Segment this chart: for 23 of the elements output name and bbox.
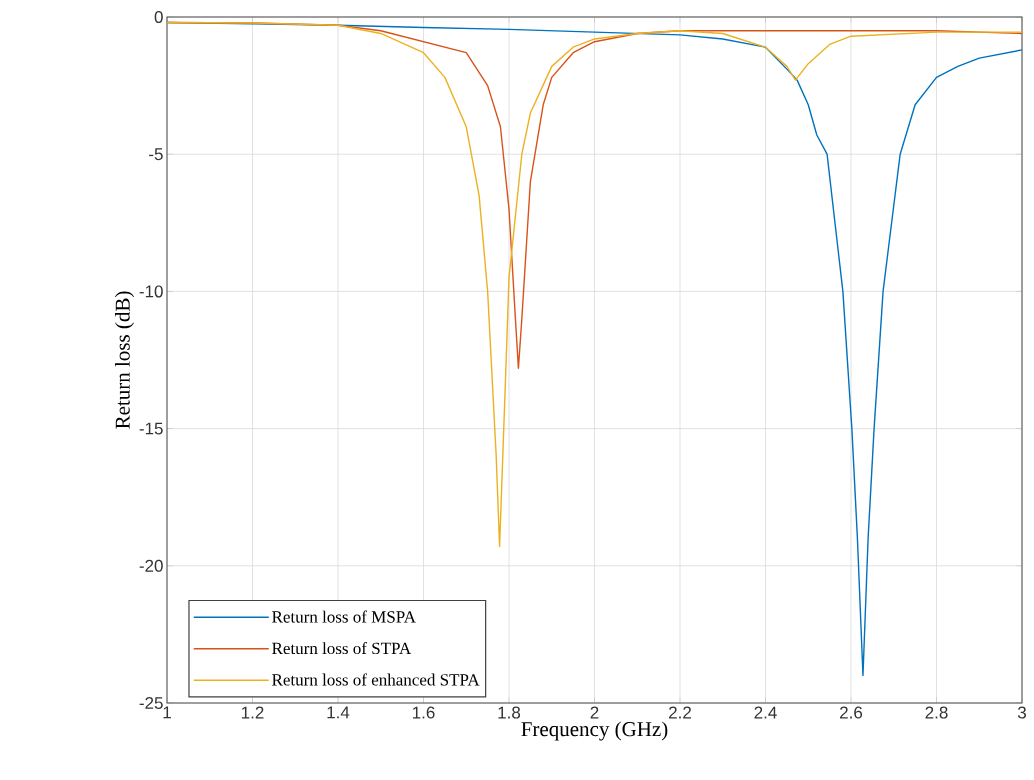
y-tick-label: 0 <box>154 10 163 24</box>
x-axis-title: Frequency (GHz) <box>521 721 668 741</box>
y-tick-label: -10 <box>139 285 163 298</box>
x-tick-label: 1.4 <box>327 706 350 719</box>
y-axis-title: Return loss (dB) <box>114 291 135 429</box>
x-tick-label: 1.6 <box>412 706 435 719</box>
legend-label: Return loss of MSPA <box>272 610 416 623</box>
y-tick-label: -20 <box>139 559 163 572</box>
line-series <box>167 21 1023 548</box>
x-tick-label: 1 <box>163 706 171 719</box>
x-tick-label: 2.2 <box>669 706 691 719</box>
legend-label: Return loss of STPA <box>272 641 412 655</box>
y-tick-label: -25 <box>139 696 163 710</box>
x-tick-label: 2.4 <box>754 706 777 719</box>
x-tick-label: 1.8 <box>498 706 521 719</box>
x-tick-label: 2 <box>590 706 599 719</box>
x-tick-label: 2.8 <box>925 706 948 719</box>
y-tick-label: -5 <box>149 148 163 161</box>
x-tick-label: 3 <box>1017 706 1026 719</box>
legend-label: Return loss of enhanced STPA <box>272 673 480 686</box>
y-tick-label: -15 <box>139 422 163 435</box>
x-tick-label: 1.2 <box>241 706 264 719</box>
x-tick-label: 2.6 <box>840 706 863 719</box>
